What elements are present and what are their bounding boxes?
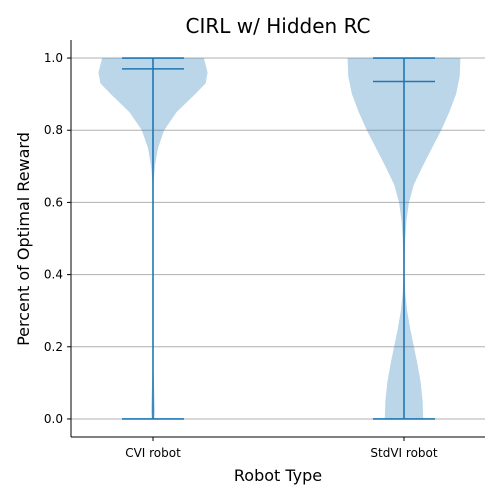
y-tick-label: 1.0 — [44, 51, 63, 65]
x-tick-label: StdVI robot — [370, 446, 437, 460]
violin-layer — [98, 57, 461, 420]
chart-title: CIRL w/ Hidden RC — [186, 14, 371, 38]
y-axis-label: Percent of Optimal Reward — [14, 132, 33, 346]
x-tick-label: CVI robot — [125, 446, 181, 460]
y-tick-label: 0.4 — [44, 268, 63, 282]
y-tick-label: 0.0 — [44, 412, 63, 426]
y-tick-label: 0.8 — [44, 123, 63, 137]
x-axis-label: Robot Type — [234, 466, 322, 485]
y-tick-label: 0.6 — [44, 195, 63, 209]
axes-layer: 0.0 0.2 0.4 0.6 0.8 1.0 CVI robot StdVI robot — [44, 40, 485, 460]
y-tick-label: 0.2 — [44, 340, 63, 354]
